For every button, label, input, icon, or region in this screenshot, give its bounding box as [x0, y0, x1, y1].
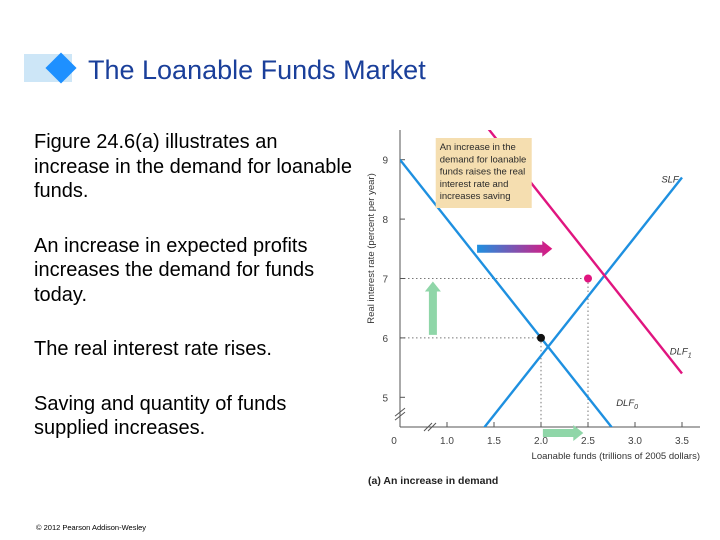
y-axis-break-mark — [394, 407, 406, 421]
x-axis-label: Loanable funds (trillions of 2005 dollar… — [532, 451, 700, 462]
curve-label-slf: SLF — [661, 174, 680, 185]
quantity-increase-arrow — [542, 424, 584, 441]
loanable-funds-chart: 5 6 7 8 9 0 1.0 1.5 2.0 2.5 3.0 3.5 An increase in … — [366, 130, 700, 487]
bullet-1: Figure 24.6(a) illustrates an increase i… — [34, 131, 352, 202]
bullet-4: Saving and quantity of funds supplied in… — [34, 392, 287, 440]
annotation-line-5: increases saving — [440, 191, 511, 202]
curve-slf — [483, 176, 683, 427]
x-tick-label-1.0: 1.0 — [440, 436, 454, 447]
x-tick-label-3.0: 3.0 — [628, 436, 642, 447]
chart-caption: (a) An increase in demand — [368, 475, 498, 487]
curve-label-dlf1: DLF1 — [670, 347, 692, 360]
y-tick-label-7: 7 — [382, 275, 388, 286]
curve-label-dlf0: DLF0 — [616, 398, 638, 411]
bullet-3: The real interest rate rises. — [34, 338, 272, 360]
bullet-list: Figure 24.6(a) illustrates an increase i… — [34, 130, 354, 471]
y-tick-label-5: 5 — [382, 393, 388, 404]
annotation-line-1: An increase in the — [440, 142, 516, 153]
y-tick-label-8: 8 — [382, 215, 388, 226]
x-origin-label: 0 — [391, 436, 397, 447]
annotation-line-2: demand for loanable — [440, 154, 527, 165]
curve-dlf0 — [400, 158, 614, 427]
annotation-line-4: interest rate and — [440, 179, 509, 190]
copyright-notice: © 2012 Pearson Addison-Wesley — [36, 523, 147, 532]
x-tick-label-2.0: 2.0 — [534, 436, 548, 447]
x-axis-break-mark — [423, 422, 437, 432]
equilibrium-point-0 — [537, 333, 545, 342]
slide-title: The Loanable Funds Market — [88, 55, 426, 85]
y-tick-label-6: 6 — [382, 334, 388, 345]
x-tick-label-3.5: 3.5 — [675, 436, 689, 447]
y-tick-label-9: 9 — [382, 156, 388, 167]
demand-shift-arrow — [477, 240, 553, 257]
annotation-line-3: funds raises the real — [440, 167, 526, 178]
annotation-box — [435, 138, 532, 208]
interest-rate-rise-arrow — [424, 281, 441, 335]
equilibrium-point-1 — [584, 274, 592, 283]
x-tick-label-1.5: 1.5 — [487, 436, 501, 447]
y-axis-label: Real interest rate (percent per year) — [366, 173, 377, 323]
x-tick-label-2.5: 2.5 — [581, 436, 595, 447]
bullet-2: An increase in expected profits increase… — [34, 234, 315, 306]
